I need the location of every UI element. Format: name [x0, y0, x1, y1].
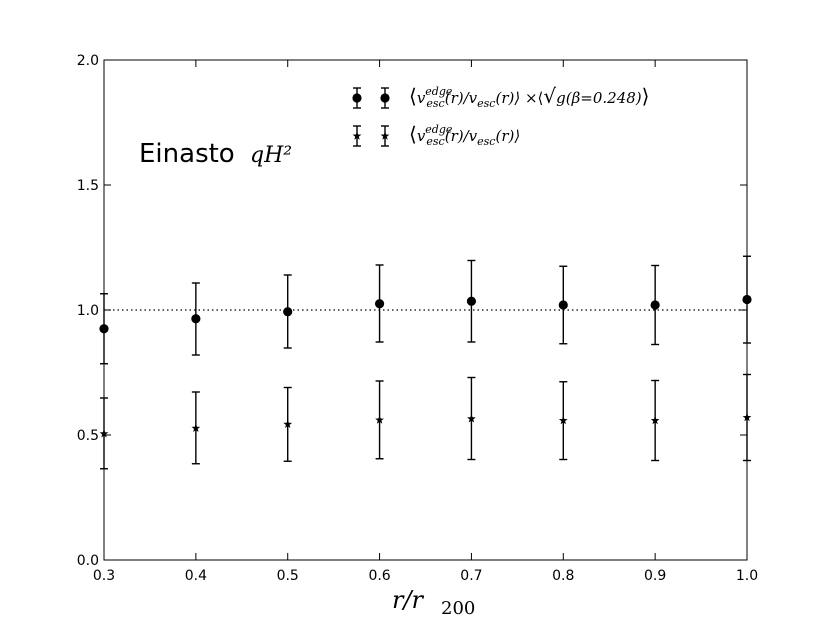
legend-marker — [380, 93, 390, 103]
legend: ⟨vedge esc(r)/vesc(r)⟩ ×⟨√g(β=0.248)⟩ ⟨ved… — [352, 84, 649, 148]
x-tick-label: 1.0 — [736, 568, 758, 584]
x-tick-label: 0.8 — [552, 568, 574, 584]
data-point — [283, 307, 293, 317]
data-point — [375, 415, 384, 424]
legend-entry-2: ⟨vedge esc(r)/vesc(r)⟩ — [352, 122, 520, 148]
x-tick-label: 0.6 — [368, 568, 390, 584]
x-tick-label: 0.4 — [185, 568, 207, 584]
x-tick-label: 0.3 — [93, 568, 115, 584]
x-tick-label: 0.5 — [277, 568, 299, 584]
x-axis-label: r/r 200 — [392, 586, 475, 619]
y-tick-label: 2.0 — [77, 53, 99, 69]
y-tick-label: 1.5 — [77, 178, 99, 194]
data-point — [191, 423, 201, 432]
data-point — [650, 300, 660, 310]
data-point — [558, 300, 568, 310]
annotation: Einasto qH² — [139, 139, 292, 169]
plot-frame — [103, 59, 748, 561]
data-point — [283, 419, 293, 428]
legend-marker — [380, 131, 390, 140]
x-tick-label: 0.9 — [644, 568, 666, 584]
annotation-label: Einasto — [139, 139, 235, 169]
x-tick-label: 0.7 — [460, 568, 482, 584]
ticks-layer: 0.3 0.4 0.5 0.6 0.7 0.8 0.9 1.0 0.0 0.5 1.0 1.5 2.0 — [77, 53, 758, 584]
legend-label: ⟨vedge esc(r)/vesc(r)⟩ ×⟨√g(β=0.248)⟩ — [409, 84, 649, 110]
legend-label: ⟨vedge esc(r)/vesc(r)⟩ — [409, 122, 520, 148]
data-point — [466, 296, 477, 306]
data-point — [558, 415, 568, 425]
data-point — [191, 314, 201, 324]
x-axis-label-sub: 200 — [441, 598, 475, 619]
legend-marker — [352, 93, 362, 103]
y-tick-label: 0.5 — [77, 428, 99, 444]
y-tick-label: 0.0 — [77, 553, 99, 569]
legend-marker — [352, 131, 362, 140]
annotation-math: qH² — [250, 143, 292, 168]
legend-entry-1: ⟨vedge esc(r)/vesc(r)⟩ ×⟨√g(β=0.248)⟩ — [352, 84, 649, 110]
data-point — [374, 299, 385, 309]
x-axis-label-main: r/r — [392, 586, 425, 614]
series-layer — [99, 255, 752, 470]
series-2 — [99, 373, 752, 470]
data-point — [467, 414, 476, 423]
data-point — [650, 415, 660, 425]
y-tick-label: 1.0 — [77, 303, 99, 319]
